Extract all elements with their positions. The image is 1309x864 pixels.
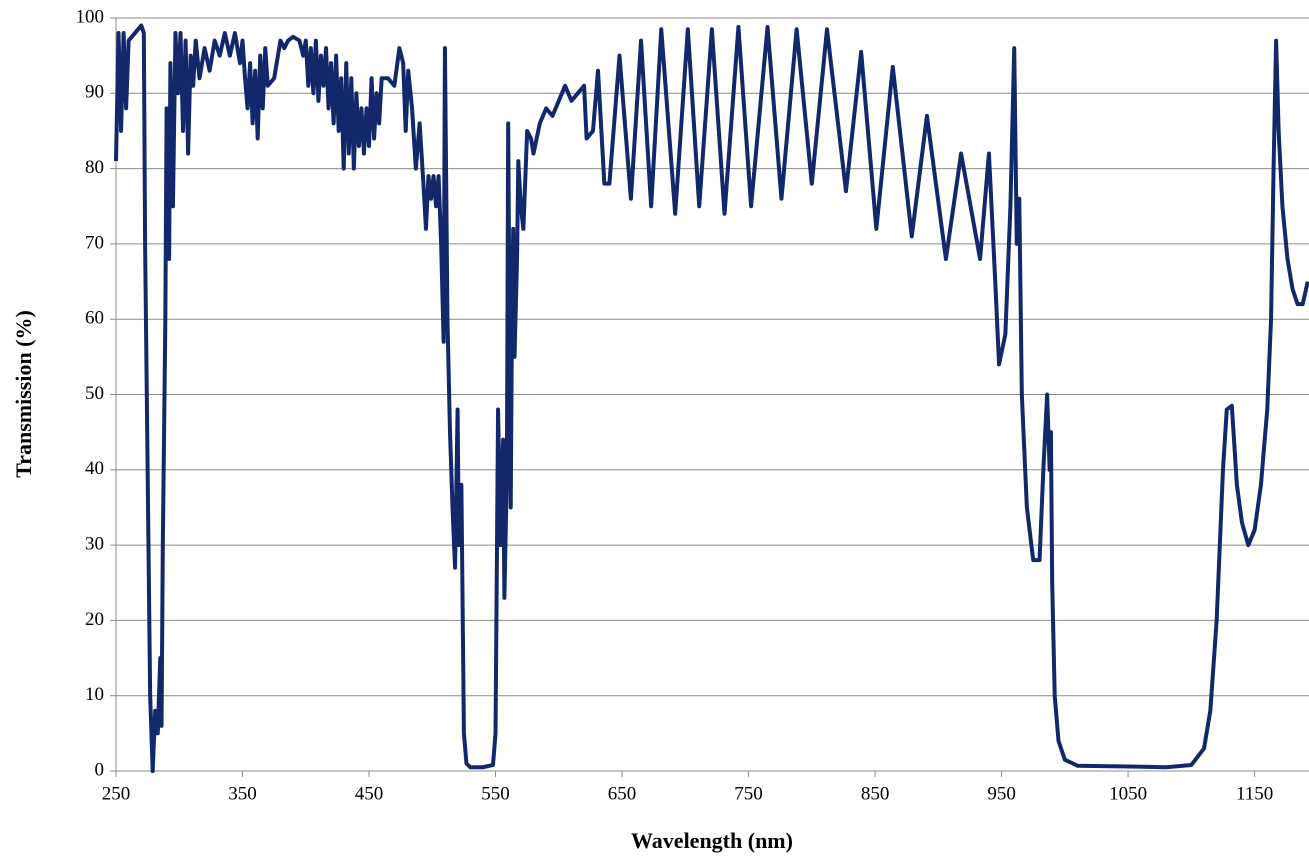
x-tick-label: 850	[861, 783, 890, 804]
y-tick-label: 70	[85, 232, 104, 253]
y-tick-label: 0	[95, 759, 105, 780]
y-tick-label: 30	[85, 533, 104, 554]
y-tick-label: 90	[85, 82, 104, 103]
y-tick-label: 100	[76, 6, 105, 27]
data-line	[114, 23, 1309, 773]
y-tick-label: 60	[85, 308, 104, 329]
x-tick-label: 1150	[1236, 783, 1273, 804]
y-tick-label: 40	[85, 458, 104, 479]
x-tick-label: 450	[355, 783, 384, 804]
y-tick-label: 80	[85, 157, 104, 178]
x-tick-label: 550	[481, 783, 510, 804]
x-tick-label: 650	[608, 783, 637, 804]
x-tick-label: 250	[102, 783, 131, 804]
x-tick-label: 950	[987, 783, 1016, 804]
y-tick-label: 50	[85, 383, 104, 404]
y-tick-label: 20	[85, 609, 104, 630]
x-tick-label: 1050	[1109, 783, 1147, 804]
x-tick-label: 350	[228, 783, 257, 804]
y-tick-label: 10	[85, 684, 104, 705]
x-tick-label: 750	[734, 783, 763, 804]
y-axis-title: Transmission (%)	[11, 310, 36, 478]
x-axis-title: Wavelength (nm)	[631, 828, 793, 853]
